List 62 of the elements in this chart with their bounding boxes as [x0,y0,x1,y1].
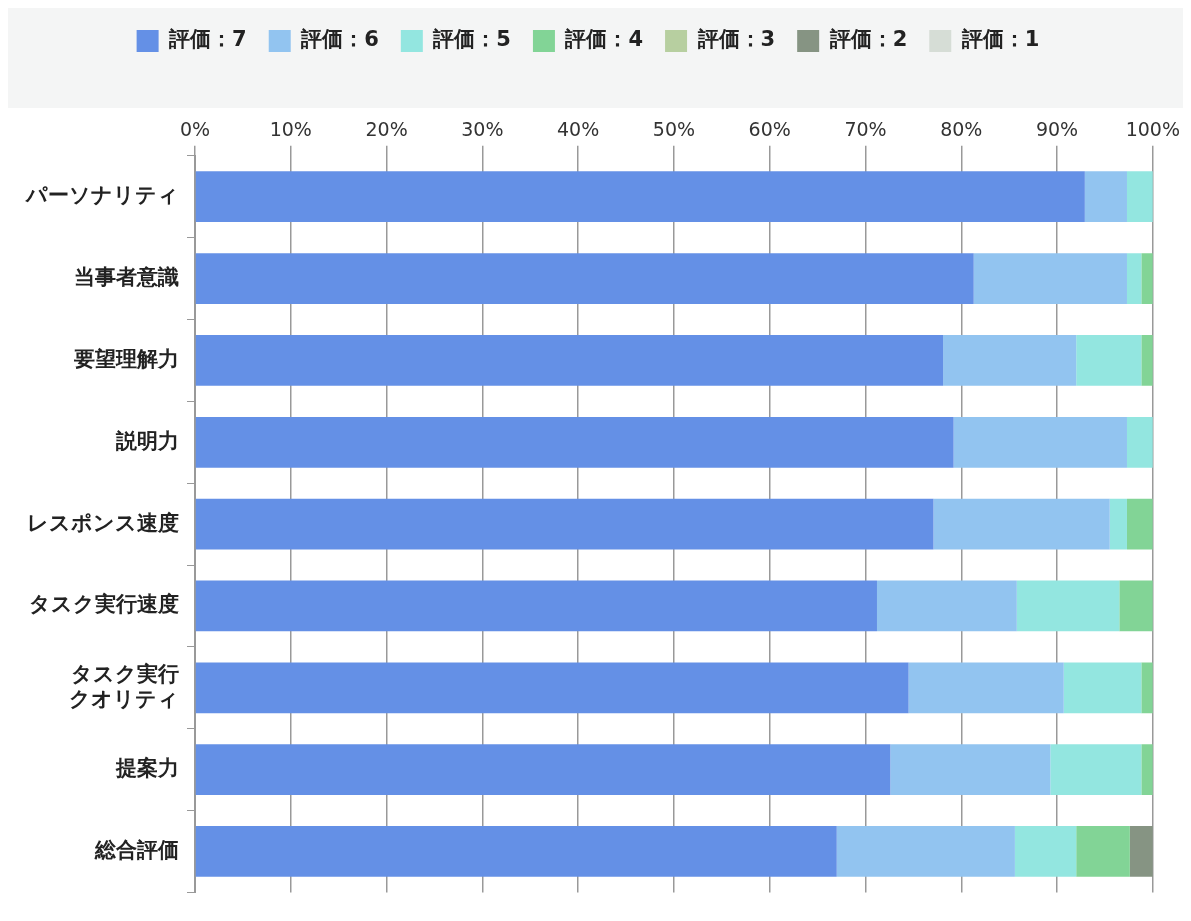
bar [836,826,1015,877]
legend-label: 評価：4 [564,27,644,52]
x-tick-label: 10% [269,118,312,141]
bar [1141,253,1153,304]
x-tick-label: 50% [652,118,696,141]
bar [1126,416,1153,468]
bar [195,498,934,550]
x-tick-label: 100% [1125,118,1180,141]
bar [908,662,1064,714]
bar [1126,171,1153,223]
bar [1119,580,1153,632]
bar [1050,744,1142,796]
bar [1016,580,1120,632]
bar [1084,171,1127,223]
y-tick-label: 総合評価 [94,837,179,862]
y-tick-label: 当事者意識 [74,265,179,290]
bar [973,253,1127,304]
bar [195,416,954,468]
legend-label: 評価：2 [828,27,908,52]
bar [1141,335,1153,386]
x-tick-label: 70% [844,118,887,141]
bar [195,662,909,714]
y-tick-label: 説明力 [115,428,179,453]
y-tick-label: レスポンス速度 [27,510,179,535]
bar [943,335,1077,386]
bar [1076,826,1130,877]
x-tick-label: 90% [1035,118,1079,141]
bar [195,253,974,304]
bar [953,416,1127,468]
legend-label: 評価：6 [300,27,379,52]
bar [1014,826,1077,877]
bar [195,744,891,796]
bar [1129,826,1153,877]
y-tick-label: 提案力 [115,756,179,781]
x-tick-label: 40% [557,118,600,141]
bar [1076,335,1142,386]
bar [1063,662,1142,714]
bar [933,498,1110,550]
bar [1109,498,1127,550]
x-tick-label: 30% [461,118,504,141]
legend-label: 評価：3 [696,27,776,52]
x-tick-label: 0% [179,118,211,141]
bar [195,171,1085,223]
y-tick-label: 要望理解力 [73,346,179,371]
x-tick-label: 80% [940,118,983,141]
bar [1126,253,1142,304]
x-tick-label: 60% [748,118,791,141]
y-tick-label: パーソナリティ [25,183,179,208]
bar [1141,662,1153,714]
legend-label: 評価：1 [960,27,1040,52]
legend-label: 評価：5 [432,27,511,52]
bar [195,580,877,632]
legend-label: 評価：7 [168,27,247,52]
x-tick-label: 20% [365,118,408,141]
bar [195,335,944,386]
bar [1126,498,1153,550]
y-tick-label: タスク実行速度 [29,592,179,617]
bar [876,580,1017,632]
bar [195,826,837,877]
bar [1141,744,1153,796]
y-tick-label: タスク実行クオリティ [69,661,179,711]
bar [890,744,1051,796]
